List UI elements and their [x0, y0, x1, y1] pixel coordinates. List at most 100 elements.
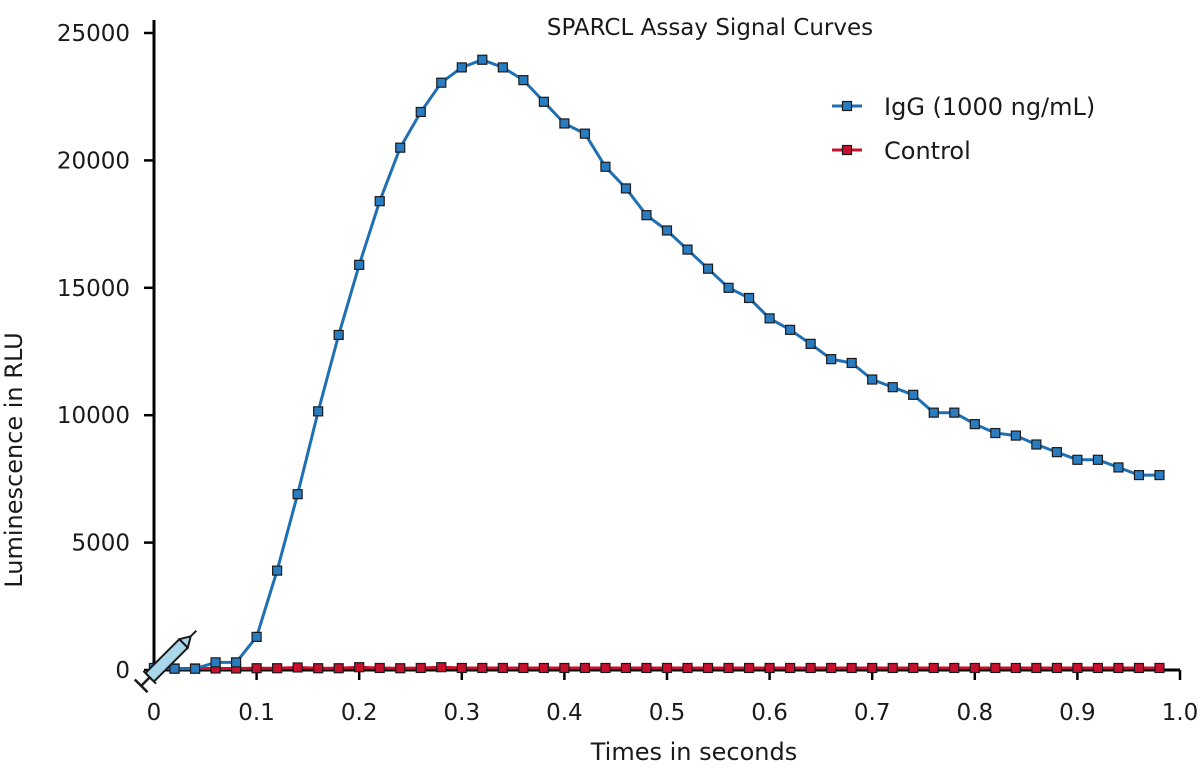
data-point — [456, 662, 467, 674]
data-point — [826, 354, 837, 365]
data-point — [477, 54, 488, 65]
data-point — [908, 662, 919, 674]
y-tick-label: 20000 — [57, 148, 130, 174]
data-point — [1113, 662, 1124, 674]
data-point — [785, 662, 796, 674]
data-point — [313, 406, 324, 417]
data-point — [292, 662, 303, 673]
data-point — [743, 662, 755, 674]
x-tick-label: 0.3 — [444, 700, 481, 726]
data-point — [928, 662, 939, 674]
y-tick-label: 15000 — [57, 276, 130, 302]
data-point — [826, 662, 837, 674]
data-point — [949, 662, 960, 674]
syringe-icon — [133, 629, 198, 694]
data-point — [723, 662, 734, 674]
data-point — [395, 142, 406, 153]
data-point — [743, 292, 755, 304]
data-point — [1072, 662, 1083, 674]
data-point — [661, 662, 673, 674]
data-point — [354, 662, 365, 673]
data-point — [395, 663, 406, 674]
data-point — [210, 657, 221, 668]
data-point — [354, 259, 365, 270]
data-point — [785, 324, 796, 335]
legend-item: Control — [832, 137, 971, 165]
data-point — [682, 244, 693, 255]
x-tick-label: 0.4 — [546, 700, 583, 726]
data-point — [251, 631, 262, 642]
data-point — [620, 662, 632, 674]
data-point — [436, 77, 447, 88]
data-point — [1133, 469, 1145, 481]
data-point — [805, 338, 816, 349]
data-point — [333, 329, 344, 341]
x-tick-label: 0.6 — [751, 700, 788, 726]
data-point — [1133, 662, 1145, 674]
data-point — [867, 662, 878, 674]
legend-label: Control — [884, 137, 971, 165]
legend-item: IgG (1000 ng/mL) — [832, 93, 1095, 121]
data-point — [908, 389, 919, 400]
data-point — [969, 419, 980, 430]
data-point — [867, 374, 878, 385]
data-point — [313, 663, 324, 674]
data-point — [169, 663, 180, 674]
data-point — [1092, 454, 1104, 465]
data-point — [1010, 662, 1021, 674]
legend: IgG (1000 ng/mL) Control — [832, 93, 1095, 165]
y-ticks: 0 5000 10000 15000 20000 25000 — [57, 21, 154, 684]
data-point — [1051, 447, 1062, 458]
series-line — [154, 665, 1160, 670]
data-point — [538, 662, 549, 674]
y-tick-label: 0 — [115, 658, 130, 684]
x-tick-label: 1.0 — [1162, 700, 1199, 726]
data-point — [189, 663, 201, 674]
data-point — [887, 382, 898, 393]
y-tick-label: 5000 — [71, 531, 130, 557]
data-point — [723, 282, 734, 293]
data-point — [764, 313, 775, 324]
series-layer — [148, 54, 1165, 674]
data-point — [333, 663, 344, 674]
y-axis-title: Luminescence in RLU — [0, 332, 28, 587]
data-point — [251, 663, 262, 674]
legend-label: IgG (1000 ng/mL) — [884, 93, 1095, 121]
x-tick-label: 0.9 — [1059, 700, 1096, 726]
data-point — [1072, 454, 1083, 465]
data-point — [600, 161, 611, 172]
data-point — [1051, 662, 1062, 674]
data-point — [374, 662, 385, 674]
data-point — [415, 106, 426, 118]
x-axis-title: Times in seconds — [590, 738, 797, 766]
data-point — [538, 96, 549, 107]
data-point — [990, 662, 1001, 674]
data-point — [641, 210, 652, 221]
data-point — [764, 662, 775, 674]
data-point — [928, 407, 939, 418]
data-point — [1031, 662, 1042, 674]
x-tick-label: 0.1 — [238, 700, 275, 726]
data-point — [497, 662, 508, 674]
data-point — [518, 75, 529, 86]
legend-swatch-marker — [841, 144, 853, 156]
data-point — [292, 489, 303, 500]
data-point — [579, 662, 591, 674]
data-point — [846, 662, 857, 674]
data-point — [559, 662, 570, 674]
data-point — [272, 663, 283, 674]
data-point — [1113, 462, 1124, 473]
data-point — [1154, 469, 1165, 481]
x-tick-label: 0.2 — [341, 700, 378, 726]
data-point — [600, 662, 611, 674]
legend-swatch-marker — [841, 100, 853, 112]
x-tick-label: 0.8 — [957, 700, 994, 726]
data-point — [990, 427, 1001, 439]
data-point — [579, 128, 591, 139]
x-tick-label: 0.5 — [649, 700, 686, 726]
data-point — [805, 662, 816, 674]
data-point — [1092, 662, 1104, 674]
x-tick-label: 0.7 — [854, 700, 891, 726]
data-point — [272, 565, 283, 576]
